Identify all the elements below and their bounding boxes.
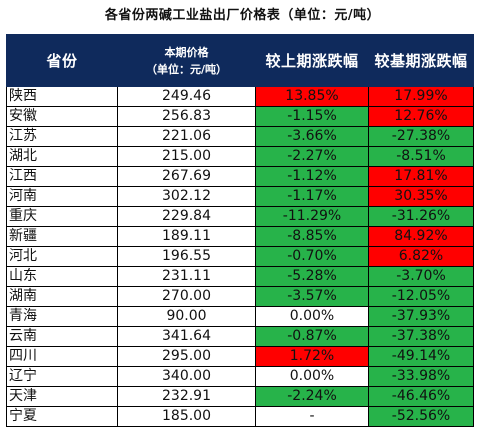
province-cell: 湖南 bbox=[6, 286, 118, 307]
change-prev-cell: 0.00% bbox=[255, 366, 369, 387]
table-row: 青海 90.00 0.00% -37.93% bbox=[6, 306, 474, 327]
price-cell: 90.00 bbox=[117, 306, 256, 327]
change-base-cell: -46.46% bbox=[368, 386, 474, 407]
table-row: 江西 267.69 -1.12% 17.81% bbox=[6, 166, 474, 187]
price-cell: 341.64 bbox=[117, 326, 256, 347]
change-prev-cell: -11.29% bbox=[255, 206, 369, 227]
table-row: 四川 295.00 1.72% -49.14% bbox=[6, 346, 474, 367]
price-cell: 232.91 bbox=[117, 386, 256, 407]
price-cell: 249.46 bbox=[117, 86, 256, 107]
province-cell: 江苏 bbox=[6, 126, 118, 147]
change-prev-cell: -1.15% bbox=[255, 106, 369, 127]
table-row: 辽宁 340.00 0.00% -33.98% bbox=[6, 366, 474, 387]
province-cell: 宁夏 bbox=[6, 406, 118, 427]
price-cell: 256.83 bbox=[117, 106, 256, 127]
change-base-cell: 12.76% bbox=[368, 106, 474, 127]
price-cell: 267.69 bbox=[117, 166, 256, 187]
change-prev-cell: 0.00% bbox=[255, 306, 369, 327]
price-cell: 221.06 bbox=[117, 126, 256, 147]
change-base-cell: 17.81% bbox=[368, 166, 474, 187]
province-cell: 四川 bbox=[6, 346, 118, 367]
change-prev-cell: -2.27% bbox=[255, 146, 369, 167]
province-cell: 河北 bbox=[6, 246, 118, 267]
table-row: 河南 302.12 -1.17% 30.35% bbox=[6, 186, 474, 207]
change-base-cell: 30.35% bbox=[368, 186, 474, 207]
change-prev-cell: -0.70% bbox=[255, 246, 369, 267]
change-prev-cell: 1.72% bbox=[255, 346, 369, 367]
table-row: 陕西 249.46 13.85% 17.99% bbox=[6, 86, 474, 107]
province-cell: 新疆 bbox=[6, 226, 118, 247]
change-prev-cell: -2.24% bbox=[255, 386, 369, 407]
province-cell: 河南 bbox=[6, 186, 118, 207]
price-cell: 196.55 bbox=[117, 246, 256, 267]
table-body: 陕西 249.46 13.85% 17.99% 安徽 256.83 -1.15% 12.76%… bbox=[6, 86, 474, 427]
header-price-line1: 本期价格 bbox=[164, 45, 209, 59]
price-cell: 270.00 bbox=[117, 286, 256, 307]
table-row: 重庆 229.84 -11.29% -31.26% bbox=[6, 206, 474, 227]
change-base-cell: -27.38% bbox=[368, 126, 474, 147]
change-prev-cell: -3.66% bbox=[255, 126, 369, 147]
price-cell: 185.00 bbox=[117, 406, 256, 427]
price-cell: 215.00 bbox=[117, 146, 256, 167]
price-cell: 229.84 bbox=[117, 206, 256, 227]
change-base-cell: -52.56% bbox=[368, 406, 474, 427]
change-base-cell: 6.82% bbox=[368, 246, 474, 267]
change-base-cell: 84.92% bbox=[368, 226, 474, 247]
province-cell: 辽宁 bbox=[6, 366, 118, 387]
change-base-cell: -37.93% bbox=[368, 306, 474, 327]
header-change-prev: 较上期涨跌幅 bbox=[255, 34, 369, 87]
province-cell: 云南 bbox=[6, 326, 118, 347]
province-cell: 安徽 bbox=[6, 106, 118, 127]
price-table: 省份 本期价格 （单位：元/吨） 较上期涨跌幅 较基期涨跌幅 陕西 249.46 1… bbox=[6, 34, 474, 427]
change-prev-cell: 13.85% bbox=[255, 86, 369, 107]
change-base-cell: -12.05% bbox=[368, 286, 474, 307]
table-row: 湖南 270.00 -3.57% -12.05% bbox=[6, 286, 474, 307]
province-cell: 重庆 bbox=[6, 206, 118, 227]
change-prev-cell: -1.12% bbox=[255, 166, 369, 187]
change-prev-cell: -5.28% bbox=[255, 266, 369, 287]
province-cell: 青海 bbox=[6, 306, 118, 327]
change-base-cell: -37.38% bbox=[368, 326, 474, 347]
change-base-cell: -33.98% bbox=[368, 366, 474, 387]
change-base-cell: -3.70% bbox=[368, 266, 474, 287]
change-prev-cell: -0.87% bbox=[255, 326, 369, 347]
table-header-row: 省份 本期价格 （单位：元/吨） 较上期涨跌幅 较基期涨跌幅 bbox=[6, 34, 474, 87]
header-price: 本期价格 （单位：元/吨） bbox=[117, 34, 256, 87]
change-prev-cell: -8.85% bbox=[255, 226, 369, 247]
table-row: 江苏 221.06 -3.66% -27.38% bbox=[6, 126, 474, 147]
province-cell: 山东 bbox=[6, 266, 118, 287]
price-cell: 340.00 bbox=[117, 366, 256, 387]
table-row: 湖北 215.00 -2.27% -8.51% bbox=[6, 146, 474, 167]
header-price-line2: （单位：元/吨） bbox=[145, 62, 228, 76]
province-cell: 天津 bbox=[6, 386, 118, 407]
price-cell: 295.00 bbox=[117, 346, 256, 367]
table-row: 山东 231.11 -5.28% -3.70% bbox=[6, 266, 474, 287]
province-cell: 陕西 bbox=[6, 86, 118, 107]
table-row: 天津 232.91 -2.24% -46.46% bbox=[6, 386, 474, 407]
change-base-cell: -31.26% bbox=[368, 206, 474, 227]
header-change-base: 较基期涨跌幅 bbox=[368, 34, 474, 87]
change-prev-cell: -1.17% bbox=[255, 186, 369, 207]
change-prev-cell: - bbox=[255, 406, 369, 427]
province-cell: 湖北 bbox=[6, 146, 118, 167]
price-cell: 189.11 bbox=[117, 226, 256, 247]
table-row: 新疆 189.11 -8.85% 84.92% bbox=[6, 226, 474, 247]
table-title: 各省份两碱工业盐出厂价格表（单位：元/吨） bbox=[104, 8, 381, 23]
change-prev-cell: -3.57% bbox=[255, 286, 369, 307]
change-base-cell: -8.51% bbox=[368, 146, 474, 167]
change-base-cell: -49.14% bbox=[368, 346, 474, 367]
price-cell: 302.12 bbox=[117, 186, 256, 207]
table-row: 云南 341.64 -0.87% -37.38% bbox=[6, 326, 474, 347]
change-base-cell: 17.99% bbox=[368, 86, 474, 107]
province-cell: 江西 bbox=[6, 166, 118, 187]
table-row: 安徽 256.83 -1.15% 12.76% bbox=[6, 106, 474, 127]
table-row: 河北 196.55 -0.70% 6.82% bbox=[6, 246, 474, 267]
table-row: 宁夏 185.00- -52.56% bbox=[6, 406, 474, 427]
price-cell: 231.11 bbox=[117, 266, 256, 287]
header-province: 省份 bbox=[6, 34, 118, 87]
